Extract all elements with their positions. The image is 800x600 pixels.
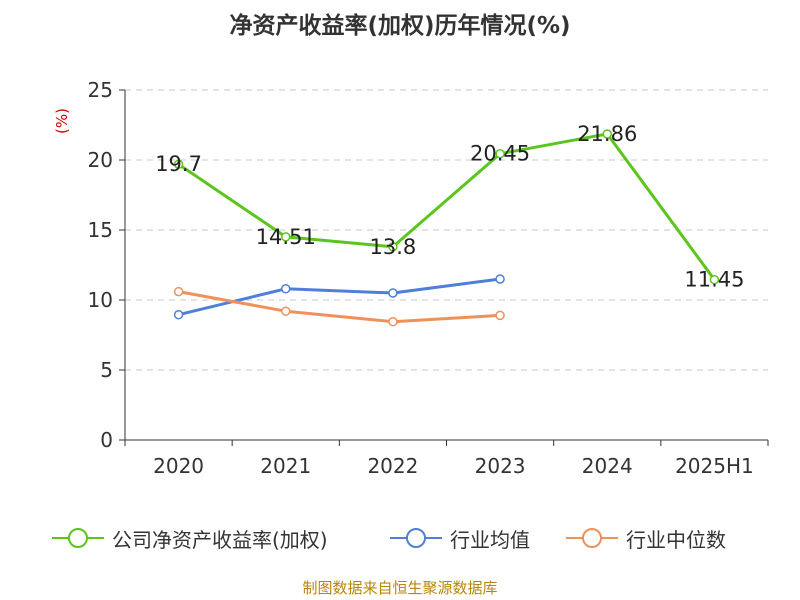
x-tick-label: 2021: [260, 454, 311, 478]
data-point: [709, 274, 720, 285]
data-point: [495, 310, 505, 321]
legend-label-industry-mean: 行业均值: [450, 527, 530, 552]
series-line-2: [178, 290, 501, 324]
y-tick-label: 25: [88, 78, 113, 102]
x-tick-label: 2020: [153, 454, 204, 478]
legend: 公司净资产收益率(加权) 行业均值 行业中位数: [0, 518, 800, 558]
data-point: [602, 129, 612, 139]
x-tick-label: 2024: [582, 454, 633, 478]
data-point: [281, 232, 291, 242]
y-tick-label: 20: [88, 148, 113, 172]
data-point: [173, 309, 184, 320]
data-label: 21.86: [577, 122, 637, 146]
data-label: 13.8: [370, 235, 417, 259]
legend-marker-industry-median: [566, 528, 618, 548]
series-line-0: [177, 132, 716, 281]
data-label: 19.7: [155, 152, 202, 176]
legend-item-industry-median: 行业中位数: [566, 518, 726, 558]
y-tick-label: 15: [88, 218, 113, 242]
chart-title: 净资产收益率(加权)历年情况(%): [229, 13, 571, 39]
legend-item-company: 公司净资产收益率(加权): [52, 518, 328, 558]
data-point: [388, 288, 398, 298]
x-tick-label: 2022: [367, 454, 418, 478]
data-point: [388, 316, 398, 327]
series-line-1: [178, 277, 501, 317]
legend-label-company: 公司净资产收益率(加权): [112, 527, 328, 552]
data-label: 14.51: [256, 225, 316, 249]
data-point: [281, 284, 291, 294]
y-tick-label: 10: [88, 288, 113, 312]
legend-marker-company: [52, 528, 104, 548]
data-point: [173, 159, 184, 169]
source-footer: 制图数据来自恒生聚源数据库: [302, 579, 498, 597]
data-point: [495, 274, 505, 284]
data-label: 20.45: [470, 142, 530, 166]
legend-label-industry-median: 行业中位数: [626, 527, 726, 552]
y-tick-label: 0: [100, 428, 113, 452]
x-tick-label: 2023: [475, 454, 526, 478]
data-point: [173, 286, 184, 297]
y-tick-label: 5: [100, 358, 113, 382]
legend-marker-industry-mean: [390, 528, 442, 548]
data-label: 11.45: [684, 268, 744, 292]
legend-item-industry-mean: 行业均值: [390, 518, 530, 558]
x-tick-label: 2025H1: [675, 454, 754, 478]
data-point: [495, 148, 505, 159]
data-point: [388, 242, 398, 252]
data-point: [281, 306, 291, 316]
